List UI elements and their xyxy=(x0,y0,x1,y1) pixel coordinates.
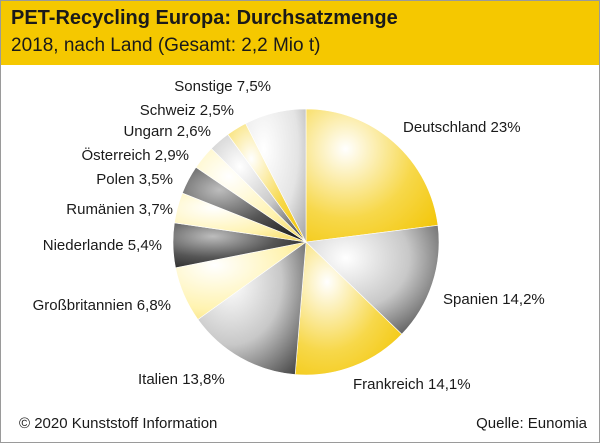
slice-label-deutschland: Deutschland 23% xyxy=(403,119,521,136)
copyright-text: © 2020 Kunststoff Information xyxy=(19,415,218,432)
slice-label-großbritannien: Großbritannien 6,8% xyxy=(33,297,171,314)
pie-slice-sonstige xyxy=(245,108,307,243)
slice-label-schweiz: Schweiz 2,5% xyxy=(140,102,234,119)
header-band: PET-Recycling Europa: Durchsatzmenge 201… xyxy=(1,1,599,65)
slice-label-italien: Italien 13,8% xyxy=(138,371,225,388)
pie-slice-spanien xyxy=(305,224,440,335)
slice-label-polen: Polen 3,5% xyxy=(96,171,173,188)
slice-label-spanien: Spanien 14,2% xyxy=(443,291,545,308)
slice-label-ungarn: Ungarn 2,6% xyxy=(123,123,211,140)
slice-label-rumänien: Rumänien 3,7% xyxy=(66,201,173,218)
pie-slice-frankreich xyxy=(294,241,403,376)
slice-label-frankreich: Frankreich 14,1% xyxy=(353,376,471,393)
slice-label-niederlande: Niederlande 5,4% xyxy=(43,237,162,254)
pie-slice-italien xyxy=(197,241,307,375)
source-text: Quelle: Eunomia xyxy=(476,415,587,432)
slice-label-sonstige: Sonstige 7,5% xyxy=(174,78,271,95)
slice-label-österreich: Österreich 2,9% xyxy=(81,146,189,164)
pie-slice-deutschland xyxy=(305,108,439,243)
chart-subtitle: 2018, nach Land (Gesamt: 2,2 Mio t) xyxy=(11,35,321,56)
chart-title: PET-Recycling Europa: Durchsatzmenge xyxy=(11,7,398,29)
